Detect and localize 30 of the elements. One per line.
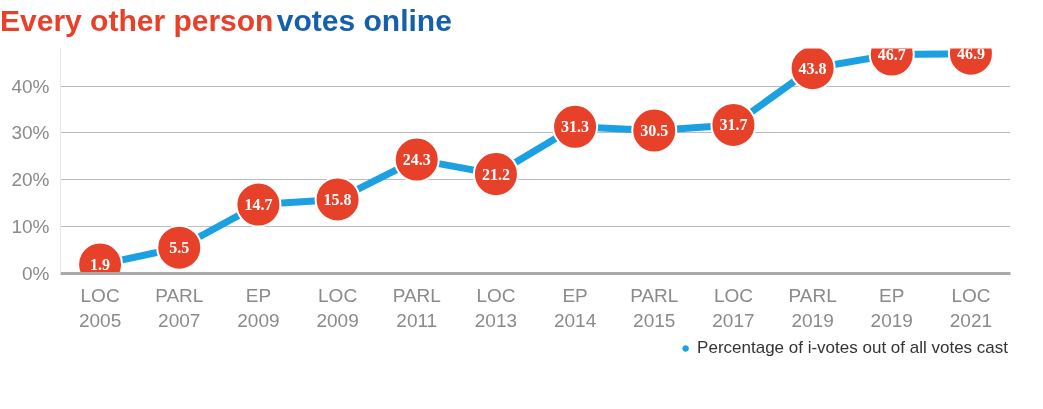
data-label: 43.8 [798, 59, 827, 77]
x-tick-label: LOC 2021 [949, 284, 993, 331]
y-tick-label: 30% [11, 122, 50, 144]
y-tick-label: 10% [11, 216, 50, 238]
x-tick-label: PARL 2007 [155, 284, 204, 331]
x-tick-label: PARL 2011 [392, 284, 441, 331]
chart-subtitle: votes online [276, 4, 452, 37]
data-label: 31.3 [561, 118, 590, 136]
x-tick-label: EP 2019 [870, 284, 913, 331]
chart-title: Every other person [0, 4, 274, 37]
data-label: 46.9 [956, 45, 985, 63]
x-tick-label: EP 2009 [237, 284, 280, 331]
x-tick-label: PARL 2019 [788, 284, 837, 331]
legend-label: Percentage of i-votes out of all votes cast [697, 338, 1008, 358]
x-tick-label: PARL 2015 [630, 284, 679, 331]
x-tick-label: EP 2014 [553, 284, 597, 331]
x-tick-label: LOC 2005 [78, 284, 122, 331]
y-tick-label: 40% [11, 75, 50, 97]
y-tick-label: 20% [11, 169, 50, 191]
x-tick-label: LOC 2013 [474, 284, 518, 331]
data-label: 21.2 [481, 165, 510, 183]
data-label: 14.7 [244, 196, 273, 214]
data-label: 31.7 [719, 116, 748, 134]
data-label: 5.5 [169, 239, 190, 257]
x-tick-label: LOC 2009 [316, 284, 359, 331]
data-label: 30.5 [640, 122, 669, 140]
x-tick-label: LOC 2017 [712, 284, 755, 331]
data-label: 24.3 [402, 151, 431, 169]
y-tick-label: 0% [22, 263, 50, 284]
data-label: 15.8 [323, 190, 352, 208]
